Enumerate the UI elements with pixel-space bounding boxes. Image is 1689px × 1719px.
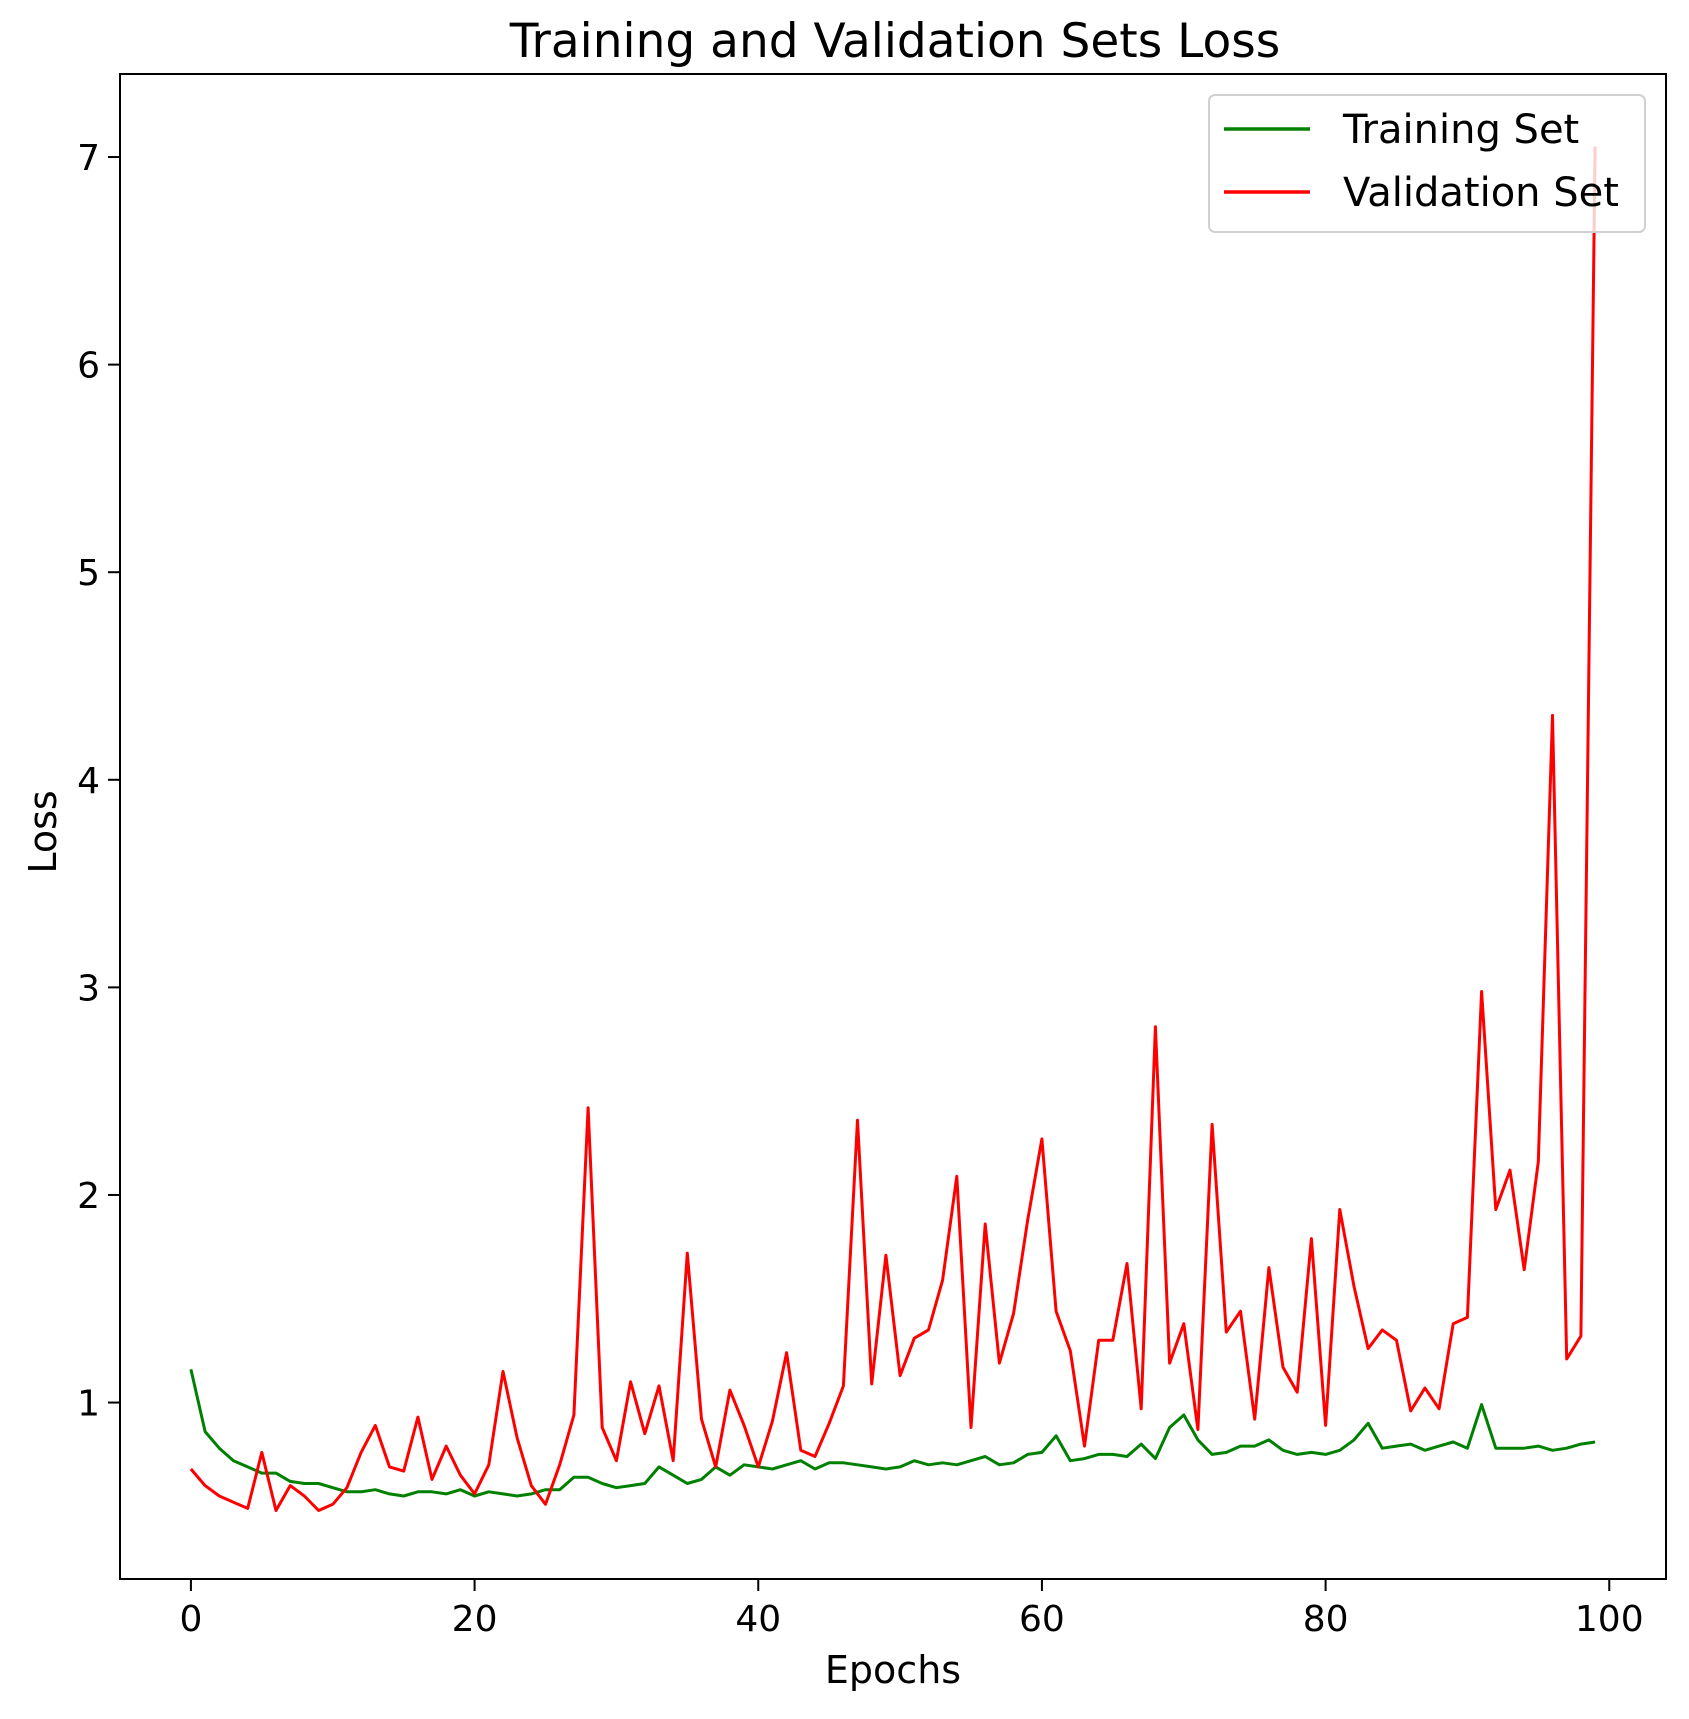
plot-area — [189, 146, 1597, 1512]
chart-title: Training and Validation Sets Loss — [509, 14, 1280, 69]
y-tick-label: 6 — [77, 346, 100, 387]
x-tick-label: 100 — [1575, 1599, 1644, 1640]
y-tick-label: 5 — [77, 553, 100, 594]
series-line-training-set — [189, 1368, 1596, 1498]
legend: Training Set Validation Set — [1208, 94, 1646, 233]
x-tick-label: 20 — [452, 1599, 498, 1640]
series-line-validation-set — [189, 146, 1597, 1512]
x-tick-label: 40 — [735, 1599, 781, 1640]
legend-label-training: Training Set — [1342, 107, 1579, 153]
y-tick-label: 2 — [77, 1176, 100, 1217]
y-tick-label: 7 — [77, 138, 100, 179]
legend-label-validation: Validation Set — [1343, 170, 1619, 216]
plot-frame — [119, 73, 1667, 1580]
legend-box — [1208, 94, 1646, 233]
x-tick-label: 0 — [179, 1599, 202, 1640]
x-tick-label: 80 — [1303, 1599, 1349, 1640]
x-tick-label: 60 — [1019, 1599, 1065, 1640]
y-tick-label: 4 — [77, 761, 100, 802]
y-axis-ticks: 1 2 3 4 5 6 7 — [77, 138, 120, 1425]
x-axis-label: Epochs — [825, 1648, 961, 1692]
y-axis-label: Loss — [21, 790, 65, 873]
x-axis-ticks: 0 20 40 60 80 100 — [179, 1579, 1644, 1640]
y-tick-label: 1 — [77, 1384, 100, 1425]
y-tick-label: 3 — [77, 968, 100, 1009]
